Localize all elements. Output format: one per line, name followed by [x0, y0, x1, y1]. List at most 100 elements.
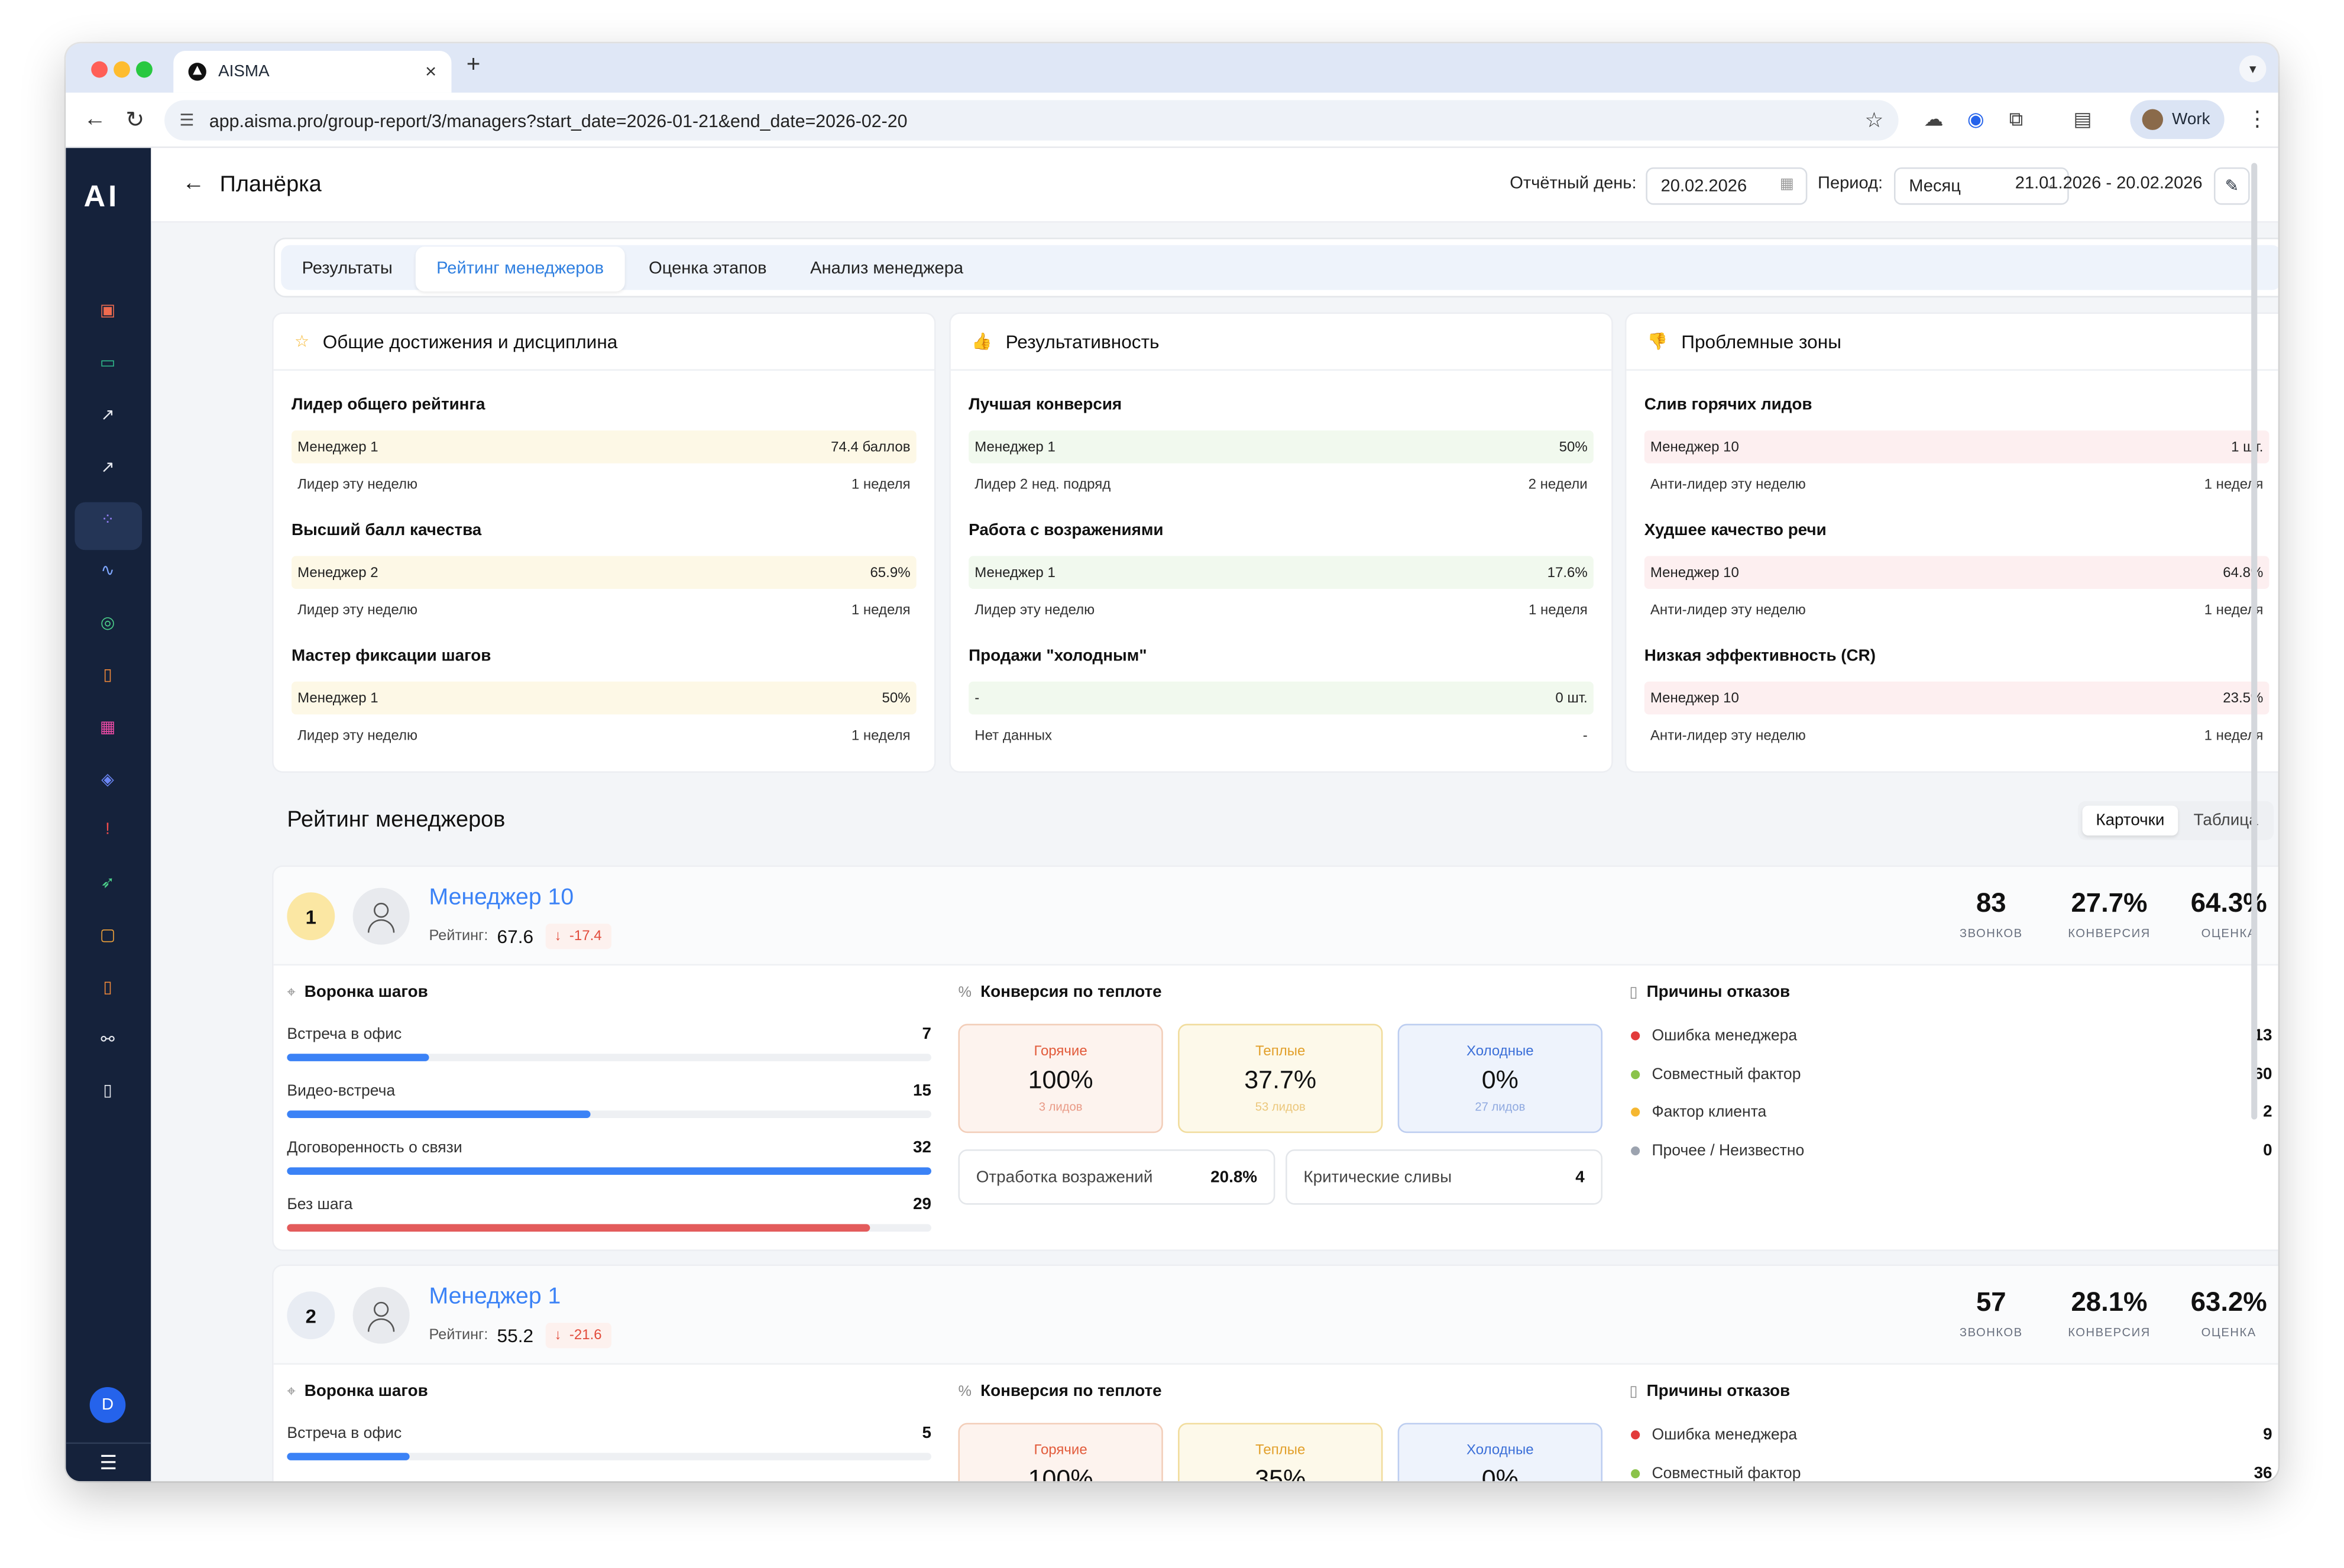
new-tab-button[interactable]: +: [466, 52, 481, 78]
leader-name: Менеджер 1: [297, 438, 378, 455]
report-day-input[interactable]: 20.02.2026 ▦: [1646, 167, 1808, 205]
sidebar-item-chat-icon[interactable]: ▭: [99, 353, 116, 372]
funnel-row: Встреча в офис 7: [287, 1025, 931, 1061]
stat-value: 27.7%: [2071, 887, 2148, 918]
sidebar-item-clipboard-icon[interactable]: ▯: [103, 666, 112, 684]
tab-managers-rating[interactable]: Рейтинг менеджеров: [415, 247, 625, 291]
achievement-note-value: 1 неделя: [851, 602, 911, 619]
app-sidebar: AI ▣ ▭ ↗ ↗ ⁘ ∿ ◎ ▯ ▦ ◈ ! ➶ ▢ ▯ ⚯ ▯ D ☰: [66, 148, 151, 1482]
objections-box: Отработка возражений 20.8%: [958, 1149, 1275, 1205]
tab-results[interactable]: Результаты: [302, 260, 393, 278]
achievement-note-row: Лидер эту неделю 1 неделя: [292, 728, 917, 744]
heat-label: Холодные: [1466, 1043, 1534, 1060]
collapse-sidebar-icon[interactable]: ☰: [66, 1442, 151, 1482]
cloud-extension-icon[interactable]: ☁: [1924, 108, 1944, 130]
heat-card: Холодные 0%: [1397, 1423, 1603, 1482]
tab-manager-analysis[interactable]: Анализ менеджера: [810, 260, 964, 278]
edit-range-button[interactable]: ✎: [2213, 167, 2250, 205]
manager-stat: 83 ЗВОНКОВ: [1939, 888, 2044, 940]
password-extension-icon[interactable]: ◉: [1967, 108, 1984, 130]
achievement-note-value: 1 неделя: [851, 477, 911, 494]
reason-label: Фактор клиента: [1652, 1103, 1767, 1122]
funnel-step-label: Договоренность о связи: [287, 1139, 462, 1157]
sidebar-item-tasks-icon[interactable]: ▯: [103, 978, 112, 996]
manager-card: 1 Менеджер 10 Рейтинг: 67.6 ↓ -17.4 83 З…: [273, 867, 2278, 1250]
sidebar-item-target-icon[interactable]: ◎: [100, 613, 115, 632]
page-header: ← Планёрка Отчётный день: 20.02.2026 ▦ П…: [151, 148, 2278, 223]
maximize-window-button[interactable]: [136, 61, 153, 78]
stat-value: 64.3%: [2190, 887, 2267, 918]
critical-value: 4: [1575, 1168, 1585, 1186]
objections-label: Отработка возражений: [976, 1168, 1153, 1186]
page-scrollbar[interactable]: [2251, 163, 2258, 1120]
close-window-button[interactable]: [91, 61, 108, 78]
sidebar-item-alert-icon[interactable]: !: [105, 820, 110, 839]
reason-bullet: [1631, 1069, 1640, 1078]
close-tab-icon[interactable]: ×: [425, 60, 437, 83]
tab-title: AISMA: [218, 63, 270, 81]
period-select[interactable]: Месяц ⌄: [1893, 167, 2069, 205]
achievement-heading: Низкая эффективность (CR): [1644, 647, 1876, 665]
period-value: Месяц: [1909, 177, 1961, 195]
site-settings-icon[interactable]: ☰: [179, 112, 195, 130]
funnel-bar-fill: [287, 1110, 590, 1118]
app-logo[interactable]: AI: [83, 180, 120, 214]
funnel-bar-track: [287, 1054, 931, 1061]
minimize-window-button[interactable]: [114, 61, 130, 78]
reason-bullet: [1631, 1031, 1640, 1041]
sidebar-item-pulse-icon[interactable]: ∿: [101, 561, 115, 579]
sidebar-item-analytics-icon[interactable]: ↗: [101, 406, 115, 424]
heat-block-title: % Конверсия по теплоте: [958, 1382, 1161, 1400]
funnel-bar-fill: [287, 1054, 429, 1061]
sidebar-item-report-icon[interactable]: ▦: [99, 718, 116, 737]
heat-label: Горячие: [1034, 1043, 1087, 1060]
bookmark-star-icon[interactable]: ☆: [1864, 108, 1884, 132]
back-arrow-icon[interactable]: ←: [182, 170, 205, 196]
manager-stat: 27.7% КОНВЕРСИЯ: [2057, 888, 2162, 940]
back-arrow-icon[interactable]: ←: [83, 106, 106, 132]
funnel-row: Встреча в офис 5: [287, 1424, 931, 1460]
achievement-note: Анти-лидер эту неделю: [1650, 602, 1806, 619]
sidebar-item-contact-icon[interactable]: ▢: [99, 926, 116, 944]
rank-badge: 1: [287, 892, 335, 941]
tab-stages[interactable]: Оценка этапов: [649, 260, 767, 278]
reload-icon[interactable]: ↻: [125, 108, 145, 133]
star-icon: ☆: [294, 333, 309, 352]
reading-list-icon[interactable]: ▤: [2073, 108, 2092, 130]
address-bar-row: ← ↻ ☰ app.aisma.pro/group-report/3/manag…: [66, 92, 2278, 148]
cards-view-button[interactable]: Карточки: [2082, 805, 2178, 836]
reason-row: Фактор клиента 2: [1631, 1103, 2272, 1121]
manager-name-link[interactable]: Менеджер 10: [429, 885, 574, 911]
manager-rating: Рейтинг: 55.2 ↓ -21.6: [429, 1323, 611, 1349]
url-field[interactable]: ☰ app.aisma.pro/group-report/3/managers?…: [164, 100, 1899, 141]
table-view-button[interactable]: Таблица: [2193, 811, 2258, 830]
funnel-step-label: Встреча в офис: [287, 1025, 402, 1044]
manager-rating: Рейтинг: 67.6 ↓ -17.4: [429, 924, 611, 950]
achievement-leader-row: Менеджер 1 17.6%: [969, 556, 1594, 589]
rating-delta: -21.6: [569, 1327, 602, 1344]
sidebar-item-rocket-icon[interactable]: ➶: [101, 873, 115, 892]
tab-search-chevron-icon[interactable]: ▾: [2239, 55, 2267, 83]
browser-tab[interactable]: AISMA ×: [173, 50, 452, 93]
sidebar-item-book-icon[interactable]: ▯: [103, 1081, 112, 1100]
view-toggle: Карточки Таблица: [2077, 801, 2274, 840]
achievement-note-row: Лидер эту неделю 1 неделя: [292, 477, 917, 493]
sidebar-item-trends-icon[interactable]: ↗: [101, 458, 115, 477]
manager-name-link[interactable]: Менеджер 1: [429, 1284, 561, 1310]
sidebar-item-dashboard-icon[interactable]: ▣: [99, 301, 116, 319]
funnel-title: Воронка шагов: [304, 983, 428, 1002]
puzzle-extensions-icon[interactable]: ⧉: [2009, 108, 2024, 130]
browser-menu-icon[interactable]: ⋮: [2246, 106, 2268, 130]
rating-delta: -17.4: [569, 928, 602, 945]
sidebar-item-layers-icon[interactable]: ◈: [101, 770, 114, 789]
site-favicon-icon: [188, 63, 206, 81]
achievement-note-row: Нет данных -: [969, 728, 1594, 744]
funnel-step-value: 7: [922, 1025, 931, 1044]
heat-percent: 35%: [1255, 1465, 1306, 1482]
funnel-bar-track: [287, 1453, 931, 1460]
sidebar-item-modules-icon[interactable]: ⁘: [101, 510, 115, 529]
manager-card-header: [273, 1266, 2278, 1365]
sidebar-item-link-icon[interactable]: ⚯: [101, 1031, 115, 1049]
user-avatar[interactable]: D: [89, 1386, 126, 1423]
profile-button[interactable]: Work: [2130, 100, 2225, 140]
